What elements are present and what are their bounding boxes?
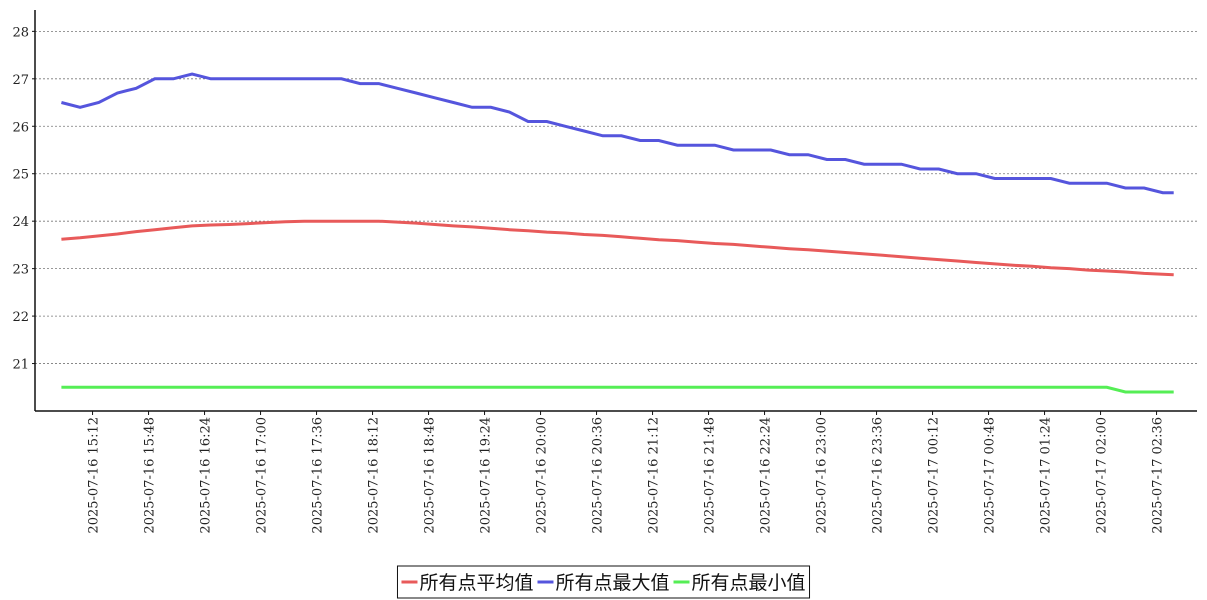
x-tick-label: 2025-07-16 20:00 <box>535 417 550 534</box>
grid <box>35 30 1197 364</box>
x-tick-label: 2025-07-16 18:12 <box>367 417 382 534</box>
legend-text: 所有点平均值 <box>419 572 533 594</box>
x-tick-label: 2025-07-17 00:12 <box>927 417 942 534</box>
lines <box>61 72 1174 394</box>
x-tick-label: 2025-07-16 23:36 <box>871 417 886 534</box>
y-tick-label: 23 <box>12 263 29 278</box>
legend-text: 所有点最小值 <box>692 572 806 594</box>
legend-box <box>396 565 811 599</box>
legend-text: 所有点最大值 <box>555 572 669 594</box>
x-tick-label: 2025-07-16 18:48 <box>423 417 438 534</box>
y-tick-label: 26 <box>12 120 29 135</box>
y-tick-label: 27 <box>12 73 29 88</box>
x-tick-label: 2025-07-17 00:48 <box>983 417 998 534</box>
x-tick-label: 2025-07-17 02:00 <box>1095 417 1110 534</box>
y-tick-label: 21 <box>12 358 29 373</box>
series-line <box>61 219 1174 277</box>
legend-item: 所有点平均值 <box>401 572 533 594</box>
legend-item: 所有点最大值 <box>537 572 670 594</box>
y-tick-label: 28 <box>12 25 29 40</box>
x-tick-label: 2025-07-16 15:48 <box>143 417 158 534</box>
x-tick-label: 2025-07-16 16:24 <box>199 417 214 534</box>
series-line <box>61 72 1174 195</box>
x-tick-label: 2025-07-16 23:00 <box>815 417 830 534</box>
y-tick-label: 25 <box>12 168 29 183</box>
x-tick-label: 2025-07-16 19:24 <box>479 417 494 534</box>
legend-item: 所有点最小值 <box>673 572 806 594</box>
x-tick-label: 2025-07-16 20:36 <box>591 417 606 534</box>
y-tick-label: 24 <box>12 215 29 230</box>
x-tick-label: 2025-07-16 22:24 <box>759 417 774 534</box>
x-tick-label: 2025-07-17 02:36 <box>1151 417 1166 534</box>
x-tick-label: 2025-07-16 21:48 <box>703 417 718 534</box>
series-line <box>61 385 1174 394</box>
y-tick-label: 22 <box>12 310 29 325</box>
x-tick-label: 2025-07-16 21:12 <box>647 417 662 534</box>
x-tick-label: 2025-07-17 01:24 <box>1039 417 1054 534</box>
legend: 所有点平均值 所有点最大值 所有点最小值 <box>396 565 811 599</box>
x-tick-label: 2025-07-16 17:00 <box>255 417 270 534</box>
x-tick-label: 2025-07-16 17:36 <box>311 417 326 534</box>
x-tick-label: 2025-07-16 15:12 <box>87 417 102 534</box>
